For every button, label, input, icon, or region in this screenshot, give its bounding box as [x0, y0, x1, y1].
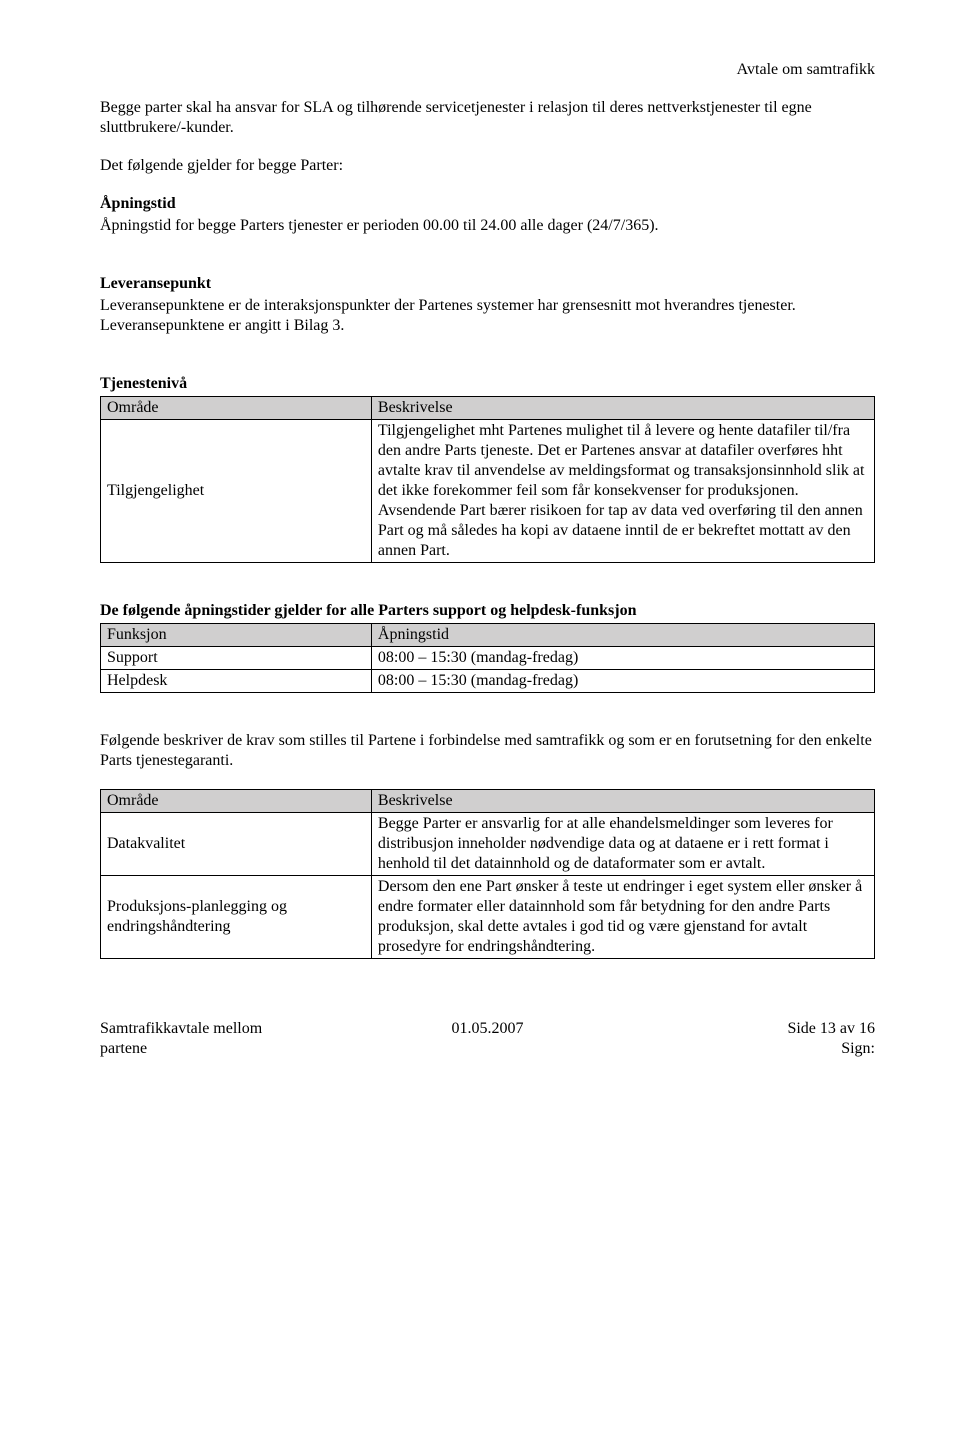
tjenesteniva-table: Område Beskrivelse Tilgjengelighet Tilgj…	[100, 396, 875, 563]
table-header-row: Område Beskrivelse	[101, 790, 875, 813]
apningstider-heading: De følgende åpningstider gjelder for all…	[100, 601, 875, 621]
table-cell: Datakvalitet	[101, 813, 372, 876]
table-row: Helpdesk 08:00 – 15:30 (mandag-fredag)	[101, 670, 875, 693]
table-header-cell: Område	[101, 397, 372, 420]
footer-center: 01.05.2007	[360, 1019, 616, 1059]
document-header-title: Avtale om samtrafikk	[100, 60, 875, 80]
footer-left: Samtrafikkavtale mellom partene	[100, 1019, 356, 1059]
footer-left-line1: Samtrafikkavtale mellom	[100, 1020, 262, 1037]
tjenesteniva-heading: Tjenestenivå	[100, 374, 875, 394]
table-cell: Begge Parter er ansvarlig for at alle eh…	[371, 813, 874, 876]
table-row: Datakvalitet Begge Parter er ansvarlig f…	[101, 813, 875, 876]
table-row: Tilgjengelighet Tilgjengelighet mht Part…	[101, 420, 875, 563]
krav-intro: Følgende beskriver de krav som stilles t…	[100, 731, 875, 771]
apningstider-table: Funksjon Åpningstid Support 08:00 – 15:3…	[100, 623, 875, 693]
table-cell: 08:00 – 15:30 (mandag-fredag)	[371, 647, 874, 670]
krav-table: Område Beskrivelse Datakvalitet Begge Pa…	[100, 789, 875, 959]
footer-right: Side 13 av 16 Sign:	[619, 1019, 875, 1059]
footer-right-line1: Side 13 av 16	[787, 1020, 875, 1037]
leveransepunkt-heading: Leveransepunkt	[100, 274, 875, 294]
table-cell: Produksjons-planlegging og endringshåndt…	[101, 876, 372, 959]
table-header-cell: Område	[101, 790, 372, 813]
table-cell: 08:00 – 15:30 (mandag-fredag)	[371, 670, 874, 693]
table-row: Produksjons-planlegging og endringshåndt…	[101, 876, 875, 959]
table-header-cell: Beskrivelse	[371, 397, 874, 420]
table-header-row: Område Beskrivelse	[101, 397, 875, 420]
table-cell: Dersom den ene Part ønsker å teste ut en…	[371, 876, 874, 959]
leveransepunkt-text: Leveransepunktene er de interaksjonspunk…	[100, 296, 875, 336]
table-row: Support 08:00 – 15:30 (mandag-fredag)	[101, 647, 875, 670]
table-cell: Support	[101, 647, 372, 670]
table-header-row: Funksjon Åpningstid	[101, 624, 875, 647]
footer-right-line2: Sign:	[841, 1040, 875, 1057]
table-header-cell: Funksjon	[101, 624, 372, 647]
table-cell: Tilgjengelighet mht Partenes mulighet ti…	[371, 420, 874, 563]
table-cell: Helpdesk	[101, 670, 372, 693]
page-footer: Samtrafikkavtale mellom partene 01.05.20…	[100, 1019, 875, 1059]
table-cell: Tilgjengelighet	[101, 420, 372, 563]
table-header-cell: Beskrivelse	[371, 790, 874, 813]
footer-left-line2: partene	[100, 1040, 147, 1057]
intro-paragraph-2: Det følgende gjelder for begge Parter:	[100, 156, 875, 176]
apningstid-heading: Åpningstid	[100, 194, 875, 214]
apningstid-text: Åpningstid for begge Parters tjenester e…	[100, 216, 875, 236]
table-header-cell: Åpningstid	[371, 624, 874, 647]
intro-paragraph-1: Begge parter skal ha ansvar for SLA og t…	[100, 98, 875, 138]
